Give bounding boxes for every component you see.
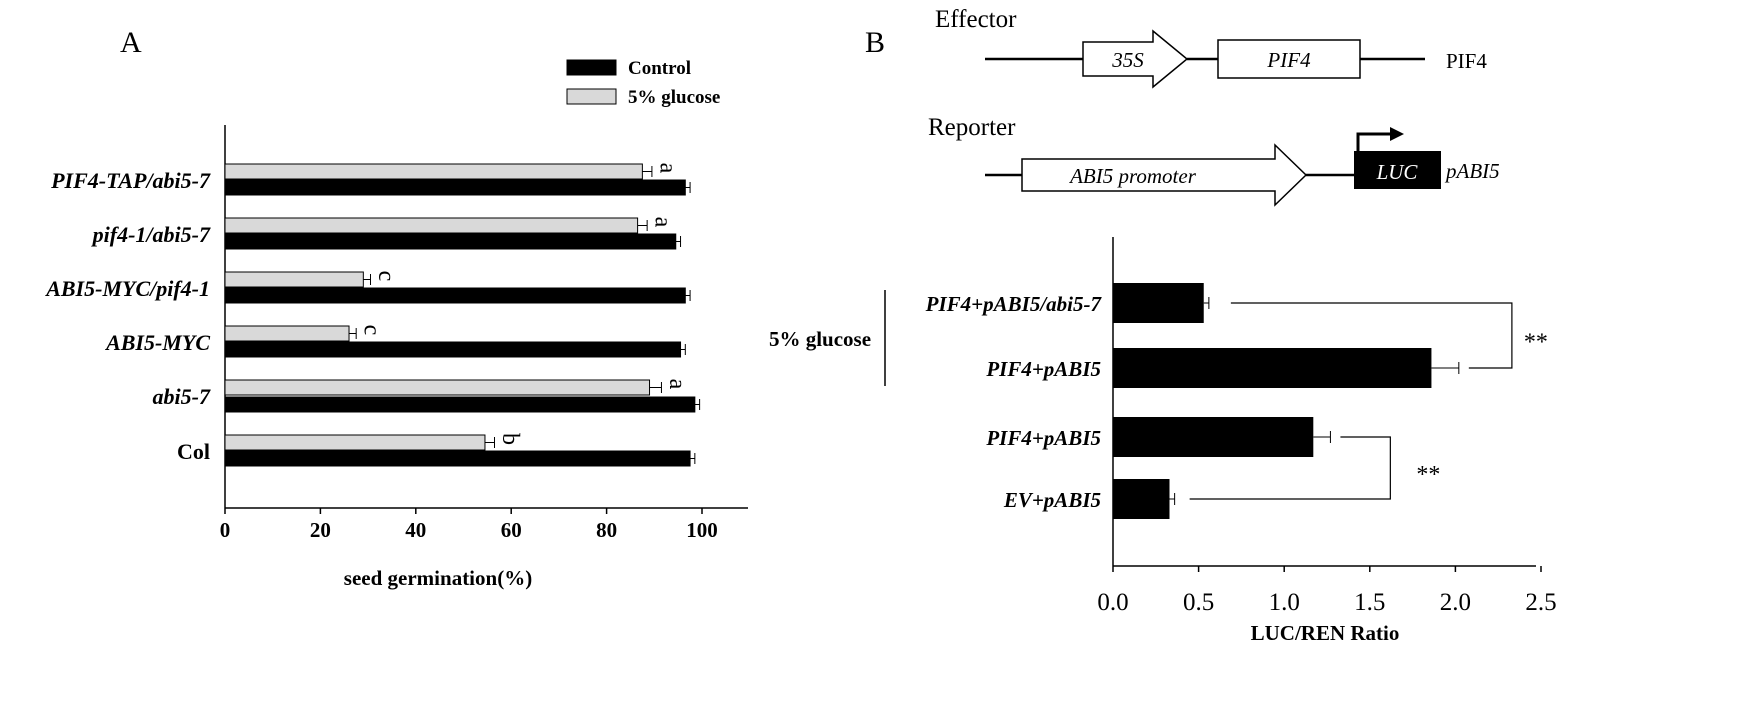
chart-b-x-tick-label: 2.0 (1440, 589, 1471, 616)
effector-title: Effector (935, 6, 1017, 33)
legend-label-control: Control (628, 58, 691, 79)
legend-swatch-control (566, 59, 617, 76)
significance-letter: c (359, 325, 385, 336)
bar-control (224, 179, 686, 196)
bar-control (224, 396, 696, 413)
chart-b-x-tick-label: 1.0 (1269, 589, 1300, 616)
transcription-start-arrow (1356, 132, 1392, 151)
chart-b-x-tick-label: 2.5 (1525, 589, 1556, 616)
chart-b-category-label: PIF4+pABI5/abi5-7 (925, 292, 1103, 316)
legend-swatch-glucose (566, 88, 617, 105)
chart-a-category-label: pif4-1/abi5-7 (91, 222, 211, 247)
chart-a-category-label: abi5-7 (153, 384, 211, 409)
abi5-promoter-label: ABI5 promoter (1068, 164, 1197, 188)
gene-pif4-label: PIF4 (1266, 48, 1311, 72)
bar-glucose (224, 163, 643, 180)
bar-luc-ren (1113, 283, 1204, 323)
panel-a-label: A (120, 26, 142, 59)
group-label-glucose: 5% glucose (769, 327, 871, 351)
chart-a-category-label: ABI5-MYC (104, 330, 210, 355)
significance-mark: ** (1416, 462, 1440, 488)
significance-mark: ** (1524, 330, 1548, 356)
chart-a-x-label: seed germination(%) (344, 566, 532, 590)
luc-box (1354, 151, 1441, 189)
abi5-promoter-arrow (1021, 143, 1308, 207)
bar-luc-ren (1113, 417, 1314, 457)
chart-b-x-tick-label: 1.5 (1354, 589, 1385, 616)
significance-letter: a (650, 217, 676, 228)
significance-letter: b (497, 433, 523, 445)
chart-b-category-label: PIF4+pABI5 (985, 357, 1101, 381)
chart-a-x-tick-label: 60 (501, 518, 522, 542)
chart-b-x-tick-label: 0.5 (1183, 589, 1214, 616)
gene-pif4-box (1217, 39, 1361, 79)
bar-glucose (224, 271, 364, 288)
significance-bracket (1230, 302, 1513, 369)
significance-letter: c (373, 271, 399, 282)
bar-control (224, 233, 677, 250)
construct-diagram: Effector 35S PIF4 PIF4 Reporter ABI5 pro… (928, 6, 1500, 207)
chart-a-x-tick-label: 20 (310, 518, 331, 542)
chart-a-x-tick-label: 100 (686, 518, 718, 542)
bar-glucose (224, 217, 639, 234)
chart-a-category-label: PIF4-TAP/abi5-7 (50, 168, 211, 193)
promoter-35s-arrow (1082, 29, 1189, 89)
promoter-35s-label: 35S (1111, 48, 1144, 72)
chart-b-category-label: PIF4+pABI5 (985, 426, 1101, 450)
significance-bracket (1189, 436, 1391, 500)
panel-b-label: B (865, 26, 885, 59)
bar-luc-ren (1113, 479, 1170, 519)
legend-label-glucose: 5% glucose (628, 87, 720, 108)
bar-control (224, 341, 682, 358)
effector-name: PIF4 (1446, 49, 1487, 73)
reporter-name: pABI5 (1444, 159, 1500, 183)
bar-glucose (224, 434, 486, 451)
significance-letter: a (664, 379, 690, 390)
chart-a-x-tick-label: 80 (596, 518, 617, 542)
bar-luc-ren (1113, 348, 1432, 388)
luc-label: LUC (1376, 160, 1419, 184)
chart-a-category-label: ABI5-MYC/pif4-1 (44, 276, 210, 301)
bar-control (224, 287, 686, 304)
chart-b-x-tick-label: 0.0 (1097, 589, 1128, 616)
significance-letter: a (654, 163, 680, 174)
chart-a-x-tick-label: 0 (220, 518, 231, 542)
chart-a-x-tick-label: 40 (405, 518, 426, 542)
reporter-title: Reporter (928, 114, 1016, 141)
bar-glucose (224, 325, 350, 342)
bar-glucose (224, 379, 651, 396)
transcription-start-arrowhead (1390, 127, 1404, 141)
bar-control (224, 450, 691, 467)
chart-b-x-label: LUC/REN Ratio (1251, 621, 1400, 645)
chart-a-category-label: Col (177, 439, 210, 464)
chart-b-category-label: EV+pABI5 (1003, 488, 1101, 512)
